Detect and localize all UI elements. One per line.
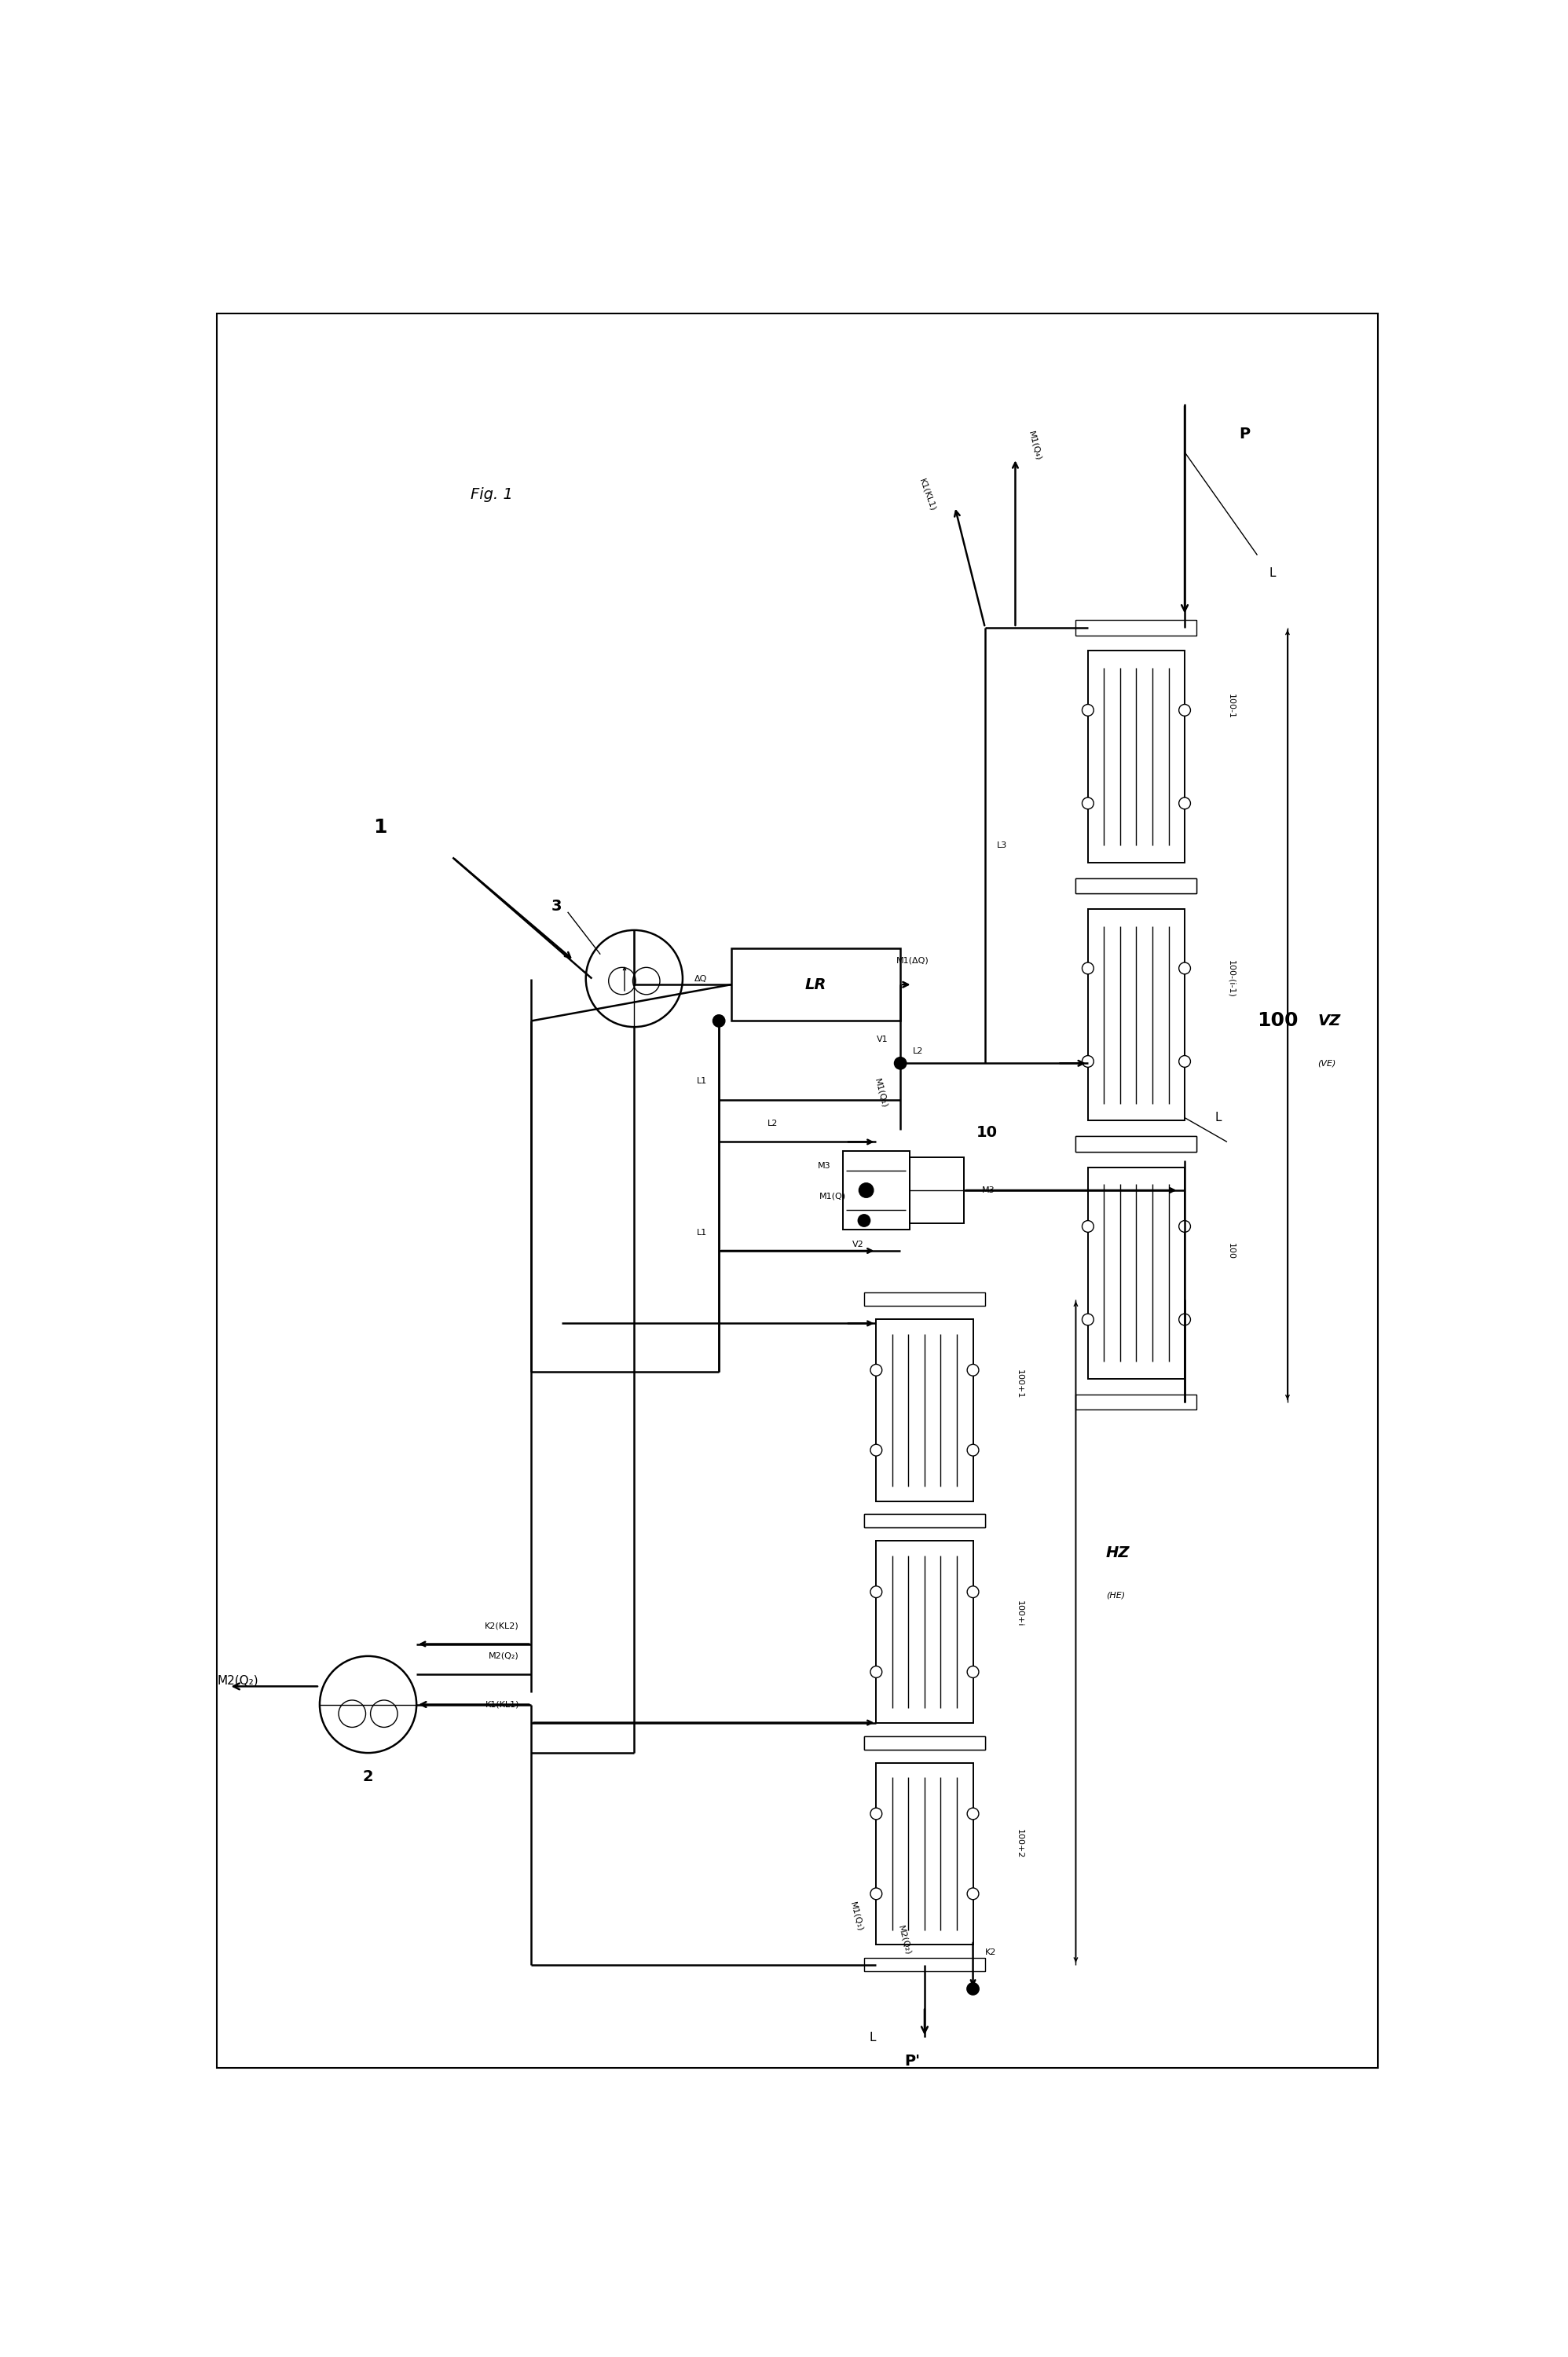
Bar xyxy=(1076,1136,1196,1153)
Circle shape xyxy=(1082,705,1094,717)
Circle shape xyxy=(870,1808,881,1820)
Text: L3: L3 xyxy=(997,841,1008,849)
Bar xyxy=(1088,1167,1185,1379)
Circle shape xyxy=(1179,1221,1190,1233)
Circle shape xyxy=(858,1214,870,1226)
Text: K2(KL2): K2(KL2) xyxy=(485,1622,519,1629)
Bar xyxy=(1076,1136,1196,1153)
Circle shape xyxy=(894,1058,906,1070)
Text: L2: L2 xyxy=(913,1047,924,1056)
Circle shape xyxy=(967,1982,978,1994)
Bar xyxy=(1076,879,1196,893)
Circle shape xyxy=(967,1888,978,1900)
Text: LR: LR xyxy=(804,978,826,992)
Circle shape xyxy=(1179,705,1190,717)
Text: VZ: VZ xyxy=(1317,1014,1341,1028)
Bar xyxy=(1088,910,1185,1120)
Text: 100+1: 100+1 xyxy=(1016,1369,1024,1398)
Circle shape xyxy=(1179,1313,1190,1325)
Text: 100+2: 100+2 xyxy=(1016,1829,1024,1857)
Text: HZ: HZ xyxy=(1105,1546,1131,1560)
Circle shape xyxy=(967,1666,978,1678)
Circle shape xyxy=(1179,962,1190,973)
Text: 100-(i-1): 100-(i-1) xyxy=(1228,959,1236,997)
Text: 10: 10 xyxy=(975,1124,997,1141)
Text: M3: M3 xyxy=(982,1186,996,1195)
Circle shape xyxy=(1082,1221,1094,1233)
Circle shape xyxy=(859,1183,873,1197)
Text: L: L xyxy=(870,2032,877,2044)
Bar xyxy=(844,1150,909,1230)
Text: V2: V2 xyxy=(853,1240,864,1249)
Text: V1: V1 xyxy=(877,1035,889,1042)
Text: M1(Q₁): M1(Q₁) xyxy=(873,1077,889,1110)
Bar xyxy=(864,1513,985,1527)
Text: 100+i: 100+i xyxy=(1016,1600,1024,1626)
Text: L1: L1 xyxy=(696,1077,707,1084)
Circle shape xyxy=(967,1445,978,1457)
Bar xyxy=(877,1320,974,1501)
Text: L2: L2 xyxy=(767,1120,778,1127)
Text: Fig. 1: Fig. 1 xyxy=(470,488,513,502)
Text: 2: 2 xyxy=(362,1770,373,1784)
Circle shape xyxy=(967,1365,978,1376)
Circle shape xyxy=(870,1445,881,1457)
Text: K2: K2 xyxy=(985,1949,996,1956)
Bar xyxy=(864,1513,985,1527)
Text: (VE): (VE) xyxy=(1317,1058,1336,1068)
Circle shape xyxy=(1082,797,1094,808)
Bar xyxy=(864,1737,985,1749)
Text: K1(KL1): K1(KL1) xyxy=(917,476,936,511)
Circle shape xyxy=(967,1808,978,1820)
Bar xyxy=(1076,879,1196,893)
Bar xyxy=(1076,1395,1196,1409)
Bar xyxy=(1076,620,1196,636)
Text: P: P xyxy=(1239,427,1250,441)
Bar xyxy=(864,1737,985,1749)
Text: L1: L1 xyxy=(696,1228,707,1237)
Circle shape xyxy=(713,1016,724,1028)
Bar xyxy=(909,1157,964,1223)
Circle shape xyxy=(870,1365,881,1376)
Circle shape xyxy=(1179,1056,1190,1068)
Circle shape xyxy=(870,1888,881,1900)
Circle shape xyxy=(1179,797,1190,808)
Bar xyxy=(864,1959,985,1970)
Text: 100-1: 100-1 xyxy=(1228,693,1236,719)
Text: 1: 1 xyxy=(373,818,387,837)
Text: K1(KL1): K1(KL1) xyxy=(485,1702,519,1709)
Bar xyxy=(1088,651,1185,863)
Circle shape xyxy=(1082,1056,1094,1068)
Text: M2(Q₂): M2(Q₂) xyxy=(216,1673,259,1685)
Text: M1(Q): M1(Q) xyxy=(818,1193,847,1200)
Text: L: L xyxy=(1215,1113,1221,1124)
Text: 3: 3 xyxy=(550,898,561,915)
Text: M1(Q₄): M1(Q₄) xyxy=(1027,431,1043,462)
Text: M2(Q₂): M2(Q₂) xyxy=(489,1652,519,1659)
Circle shape xyxy=(870,1586,881,1598)
Circle shape xyxy=(870,1666,881,1678)
Text: M1(Q₁): M1(Q₁) xyxy=(848,1900,864,1933)
Text: M2(Q₂): M2(Q₂) xyxy=(897,1926,913,1956)
Circle shape xyxy=(967,1586,978,1598)
Bar xyxy=(864,1292,985,1306)
Bar xyxy=(877,1763,974,1945)
Text: ΔQ: ΔQ xyxy=(695,976,707,983)
Bar xyxy=(731,948,900,1021)
Circle shape xyxy=(1082,1313,1094,1325)
Text: M1(ΔQ): M1(ΔQ) xyxy=(895,957,928,964)
Text: (HE): (HE) xyxy=(1105,1591,1124,1600)
Text: P': P' xyxy=(905,2053,920,2069)
Text: L: L xyxy=(1270,568,1276,580)
Bar xyxy=(877,1541,974,1723)
Text: 100: 100 xyxy=(1258,1011,1298,1030)
Circle shape xyxy=(1082,962,1094,973)
Text: 100: 100 xyxy=(1228,1242,1236,1259)
Text: M3: M3 xyxy=(818,1162,831,1169)
